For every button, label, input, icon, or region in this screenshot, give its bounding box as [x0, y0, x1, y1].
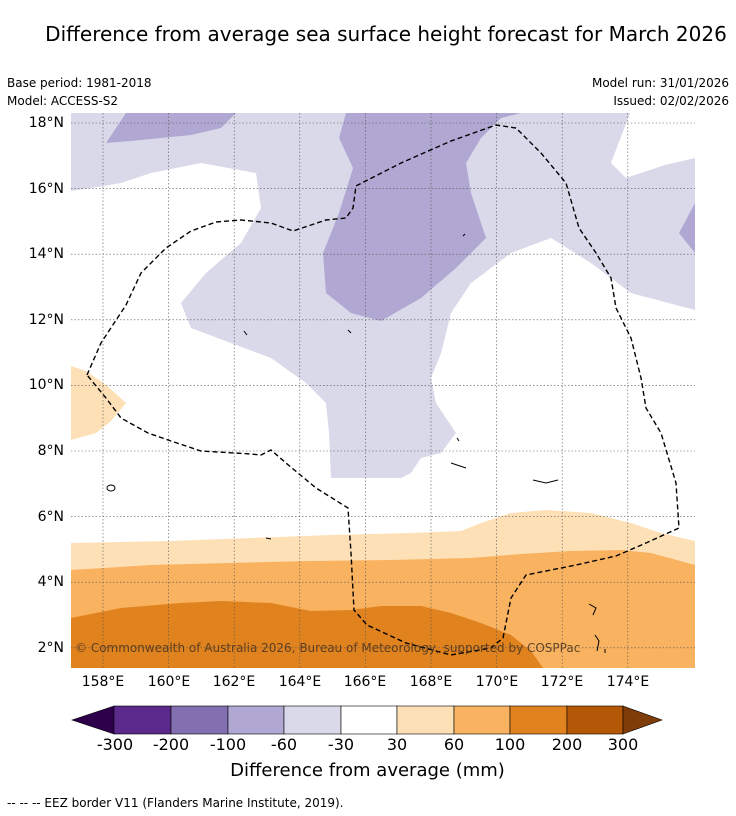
- contour-pos100-band: [71, 601, 543, 668]
- issued-date: Issued: 02/02/2026: [613, 94, 729, 108]
- copyright-notice: © Commonwealth of Australia 2026, Bureau…: [75, 641, 581, 655]
- colorbar-tick-neg60: -60: [270, 735, 298, 754]
- lon-label-158e: 158°E: [81, 674, 125, 690]
- colorbar-tick-pos60: 60: [443, 735, 465, 754]
- contour-neg60-region-north: [106, 113, 236, 143]
- eez-footnote: -- -- -- EEZ border V11 (Flanders Marine…: [7, 796, 344, 810]
- lat-label-8n: 8°N: [37, 443, 64, 459]
- lon-label-172e: 172°E: [540, 674, 584, 690]
- eez-border: [86, 124, 680, 656]
- lon-label-160e: 160°E: [147, 674, 191, 690]
- model-name: Model: ACCESS-S2: [7, 94, 119, 108]
- lat-label-10n: 10°N: [28, 377, 64, 393]
- lat-label-4n: 4°N: [37, 574, 64, 590]
- colorbar: [71, 705, 663, 735]
- contour-neg60-region-east: [679, 203, 695, 253]
- colorbar-tick-neg300: -300: [96, 735, 134, 754]
- lon-label-170e: 170°E: [475, 674, 519, 690]
- lon-label-168e: 168°E: [409, 674, 453, 690]
- colorbar-bin-2: [170, 705, 229, 735]
- colorbar-bin-4: [283, 705, 342, 735]
- colorbar-bin-7: [453, 705, 511, 735]
- colorbar-tick-pos30: 30: [386, 735, 408, 754]
- colorbar-tick-pos100: 100: [494, 735, 526, 754]
- colorbar-title: Difference from average (mm): [230, 760, 505, 781]
- map-svg: [71, 113, 695, 668]
- lon-label-166e: 166°E: [343, 674, 387, 690]
- colorbar-tick-pos300: 300: [607, 735, 639, 754]
- colorbar-bin-5: [340, 705, 398, 735]
- lat-label-18n: 18°N: [28, 115, 64, 131]
- lat-label-6n: 6°N: [37, 509, 64, 525]
- colorbar-extend-high: [622, 705, 663, 735]
- lon-label-174e: 174°E: [606, 674, 650, 690]
- colorbar-bin-8: [509, 705, 568, 735]
- base-period: Base period: 1981-2018: [7, 76, 152, 90]
- meta-right: Model run: 31/01/2026 Issued: 02/02/2026: [592, 74, 729, 110]
- lon-label-164e: 164°E: [278, 674, 322, 690]
- colorbar-tick-neg100: -100: [209, 735, 247, 754]
- colorbar-bin-6: [396, 705, 455, 735]
- lon-label-162e: 162°E: [212, 674, 256, 690]
- meta-left: Base period: 1981-2018 Model: ACCESS-S2: [7, 74, 152, 110]
- colorbar-bin-3: [227, 705, 285, 735]
- contour-pos30-west: [71, 366, 126, 440]
- islands: [106, 233, 606, 653]
- colorbar-tick-pos200: 200: [551, 735, 583, 754]
- colorbar-bin-9: [566, 705, 624, 735]
- model-run: Model run: 31/01/2026: [591, 76, 729, 90]
- colorbar-tick-neg30: -30: [327, 735, 355, 754]
- colorbar-bin-1: [113, 705, 172, 735]
- map-panel[interactable]: © Commonwealth of Australia 2026, Bureau…: [71, 113, 695, 668]
- lat-label-14n: 14°N: [28, 246, 64, 262]
- lat-label-12n: 12°N: [28, 312, 64, 328]
- colorbar-extend-low: [71, 705, 115, 735]
- chart-title: Difference from average sea surface heig…: [45, 22, 727, 46]
- colorbar-tick-neg200: -200: [152, 735, 190, 754]
- lat-label-16n: 16°N: [28, 181, 64, 197]
- graticule: [71, 113, 695, 668]
- lat-label-2n: 2°N: [37, 640, 64, 656]
- contour-neg60-region-central: [323, 113, 521, 321]
